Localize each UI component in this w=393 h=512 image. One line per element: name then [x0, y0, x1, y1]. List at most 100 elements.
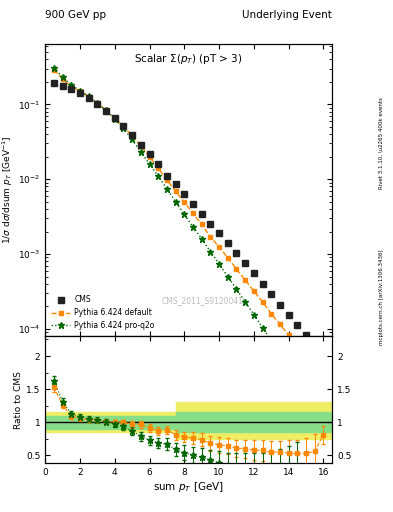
Pythia 6.424 pro-q2o [321, 411, 326, 417]
Pythia 6.424 pro-q2o [208, 248, 213, 254]
Pythia 6.424 pro-q2o [217, 261, 221, 267]
Pythia 6.424 default [121, 123, 126, 130]
Text: Scalar $\Sigma$($p_T$) (pT > 3): Scalar $\Sigma$($p_T$) (pT > 3) [134, 52, 243, 66]
Text: 900 GeV pp: 900 GeV pp [45, 10, 106, 20]
Pythia 6.424 pro-q2o [165, 186, 169, 192]
CMS [226, 240, 230, 246]
Pythia 6.424 pro-q2o [121, 125, 126, 131]
Pythia 6.424 pro-q2o [69, 82, 73, 88]
Pythia 6.424 default [269, 311, 274, 317]
Pythia 6.424 default [86, 94, 91, 100]
Pythia 6.424 pro-q2o [86, 93, 91, 99]
Pythia 6.424 pro-q2o [286, 363, 291, 369]
Pythia 6.424 pro-q2o [51, 65, 56, 71]
Pythia 6.424 default [304, 352, 309, 358]
CMS [104, 108, 108, 114]
Line: Pythia 6.424 default: Pythia 6.424 default [51, 67, 326, 367]
Pythia 6.424 default [95, 100, 100, 106]
Pythia 6.424 default [104, 108, 108, 114]
Text: Underlying Event: Underlying Event [242, 10, 332, 20]
CMS [121, 123, 126, 130]
CMS [138, 141, 143, 147]
CMS [208, 221, 213, 227]
Pythia 6.424 default [147, 154, 152, 160]
Pythia 6.424 default [321, 357, 326, 364]
CMS [147, 151, 152, 157]
Pythia 6.424 default [208, 233, 213, 240]
CMS [173, 181, 178, 187]
Pythia 6.424 default [199, 221, 204, 227]
Pythia 6.424 pro-q2o [156, 173, 161, 179]
Pythia 6.424 pro-q2o [182, 211, 187, 217]
CMS [277, 302, 282, 308]
Text: mcplots.cern.ch [arXiv:1306.3436]: mcplots.cern.ch [arXiv:1306.3436] [379, 249, 384, 345]
Pythia 6.424 pro-q2o [191, 224, 195, 230]
Pythia 6.424 pro-q2o [277, 350, 282, 356]
CMS [286, 312, 291, 318]
Pythia 6.424 pro-q2o [138, 149, 143, 155]
Pythia 6.424 default [51, 67, 56, 73]
Pythia 6.424 default [234, 266, 239, 272]
Pythia 6.424 default [173, 188, 178, 195]
CMS [130, 132, 134, 138]
CMS [234, 250, 239, 256]
Y-axis label: 1/$\sigma$ d$\sigma$/dsum $p_T$ [GeV$^{-1}$]: 1/$\sigma$ d$\sigma$/dsum $p_T$ [GeV$^{-… [1, 136, 15, 244]
Pythia 6.424 default [165, 177, 169, 183]
CMS [321, 350, 326, 356]
Pythia 6.424 default [156, 165, 161, 172]
Pythia 6.424 default [60, 76, 65, 82]
CMS [95, 101, 100, 108]
Pythia 6.424 pro-q2o [260, 325, 265, 331]
Legend: CMS, Pythia 6.424 default, Pythia 6.424 pro-q2o: CMS, Pythia 6.424 default, Pythia 6.424 … [49, 293, 157, 332]
Line: CMS: CMS [51, 80, 327, 356]
Pythia 6.424 pro-q2o [130, 136, 134, 142]
Text: CMS_2011_S9120041: CMS_2011_S9120041 [162, 296, 244, 306]
Pythia 6.424 default [295, 343, 300, 349]
CMS [77, 90, 82, 96]
Pythia 6.424 pro-q2o [243, 298, 248, 305]
Pythia 6.424 pro-q2o [104, 108, 108, 114]
CMS [86, 95, 91, 101]
CMS [60, 83, 65, 89]
CMS [269, 291, 274, 297]
CMS [304, 332, 309, 338]
Pythia 6.424 pro-q2o [77, 88, 82, 94]
CMS [260, 281, 265, 287]
Pythia 6.424 default [312, 361, 317, 367]
Pythia 6.424 default [112, 115, 117, 121]
Line: Pythia 6.424 pro-q2o: Pythia 6.424 pro-q2o [50, 64, 327, 418]
Pythia 6.424 pro-q2o [226, 273, 230, 280]
CMS [252, 270, 256, 276]
X-axis label: sum $p_T$ [GeV]: sum $p_T$ [GeV] [153, 480, 224, 494]
Pythia 6.424 pro-q2o [147, 161, 152, 167]
Pythia 6.424 default [226, 255, 230, 261]
Y-axis label: Ratio to CMS: Ratio to CMS [14, 371, 23, 429]
Pythia 6.424 default [286, 332, 291, 338]
CMS [191, 201, 195, 207]
CMS [51, 80, 56, 87]
Pythia 6.424 default [243, 277, 248, 283]
Pythia 6.424 default [260, 298, 265, 305]
CMS [312, 342, 317, 348]
CMS [182, 191, 187, 197]
Pythia 6.424 default [182, 199, 187, 205]
Pythia 6.424 default [277, 321, 282, 327]
Pythia 6.424 default [69, 83, 73, 89]
Pythia 6.424 pro-q2o [173, 199, 178, 205]
Pythia 6.424 pro-q2o [252, 312, 256, 318]
Pythia 6.424 pro-q2o [199, 236, 204, 242]
Pythia 6.424 default [217, 244, 221, 250]
CMS [199, 211, 204, 217]
Pythia 6.424 pro-q2o [304, 388, 309, 394]
Pythia 6.424 default [138, 143, 143, 149]
Pythia 6.424 pro-q2o [60, 74, 65, 80]
Text: Rivet 3.1.10, \u2265 400k events: Rivet 3.1.10, \u2265 400k events [379, 97, 384, 189]
Pythia 6.424 default [130, 133, 134, 139]
Pythia 6.424 default [252, 288, 256, 294]
Pythia 6.424 pro-q2o [269, 337, 274, 344]
CMS [112, 115, 117, 121]
CMS [156, 161, 161, 167]
CMS [243, 260, 248, 266]
Pythia 6.424 default [191, 210, 195, 217]
CMS [165, 173, 169, 179]
